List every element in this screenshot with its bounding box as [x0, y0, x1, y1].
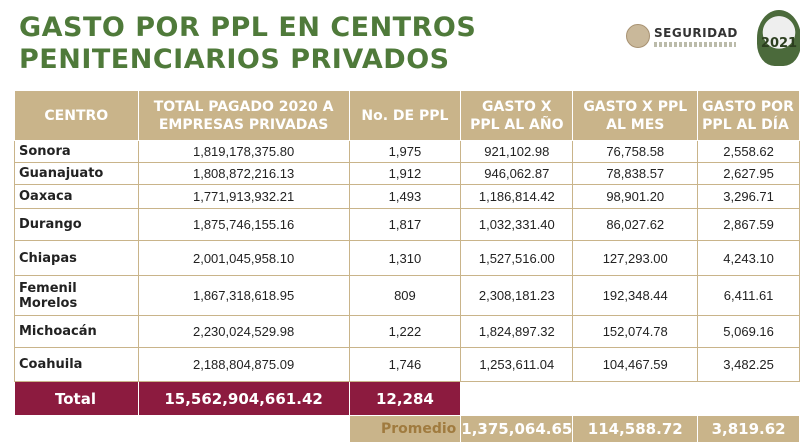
cell-ppl: 1,975 [348, 140, 462, 163]
cell-mes: 76,758.58 [572, 140, 699, 163]
cell-anio: 1,253,611.04 [460, 347, 574, 382]
cell-total: 2,001,045,958.10 [137, 240, 350, 276]
total-blank-cell [460, 381, 574, 416]
cell-mes: 98,901.20 [572, 184, 699, 209]
total-amount: 15,562,904,661.42 [137, 381, 350, 416]
cell-dia: 3,482.25 [697, 347, 800, 382]
cell-total: 1,808,872,216.13 [137, 162, 350, 185]
total-blank-cell [572, 381, 699, 416]
year-2021-logo: 2021 [757, 10, 800, 66]
cell-ppl: 809 [348, 275, 462, 316]
year-2021-text: 2021 [760, 35, 798, 51]
promedio-dia: 3,819.62 [697, 415, 800, 443]
cell-ppl: 1,912 [348, 162, 462, 185]
seguridad-logo-subtitle [654, 41, 736, 47]
cell-dia: 5,069.16 [697, 315, 800, 348]
cell-anio: 2,308,181.23 [460, 275, 574, 316]
promedio-row: Promedio 1,375,064.65 114,588.72 3,819.6… [14, 415, 800, 443]
header-no-ppl: No. DE PPL [348, 90, 462, 141]
header-gasto-anio: GASTO X PPL AL AÑO [460, 90, 574, 141]
cell-centro: Coahuila [14, 347, 139, 382]
expense-table: CENTRO TOTAL PAGADO 2020 A EMPRESAS PRIVA… [14, 90, 800, 443]
table-row: Femenil Morelos 1,867,318,618.95 809 2,30… [14, 275, 800, 316]
cell-ppl: 1,493 [348, 184, 462, 209]
cell-mes: 86,027.62 [572, 208, 699, 241]
cell-total: 1,875,746,155.16 [137, 208, 350, 241]
promedio-label: Promedio [348, 415, 462, 443]
cell-centro: Femenil Morelos [14, 275, 139, 316]
seguridad-logo: SEGURIDAD [626, 24, 738, 48]
table-header-row: CENTRO TOTAL PAGADO 2020 A EMPRESAS PRIVA… [14, 90, 800, 141]
cell-dia: 4,243.10 [697, 240, 800, 276]
page-title: GASTO POR PPL EN CENTROS PENITENCIARIOS … [19, 12, 476, 76]
cell-total: 2,230,024,529.98 [137, 315, 350, 348]
cell-anio: 946,062.87 [460, 162, 574, 185]
cell-anio: 1,527,516.00 [460, 240, 574, 276]
header-gasto-mes: GASTO X PPL AL MES [572, 90, 699, 141]
cell-total: 1,771,913,932.21 [137, 184, 350, 209]
cell-dia: 2,867.59 [697, 208, 800, 241]
cell-ppl: 1,817 [348, 208, 462, 241]
cell-centro: Sonora [14, 140, 139, 163]
table-row: Chiapas 2,001,045,958.10 1,310 1,527,516… [14, 240, 800, 276]
cell-anio: 1,186,814.42 [460, 184, 574, 209]
cell-mes: 152,074.78 [572, 315, 699, 348]
title-line-1: GASTO POR PPL EN CENTROS [19, 12, 477, 43]
table-row: Oaxaca 1,771,913,932.21 1,493 1,186,814.… [14, 184, 800, 209]
seguridad-logo-text: SEGURIDAD [654, 25, 738, 40]
cell-dia: 2,627.95 [697, 162, 800, 185]
header-centro: CENTRO [14, 90, 139, 141]
cell-total: 2,188,804,875.09 [137, 347, 350, 382]
table-row: Sonora 1,819,178,375.80 1,975 921,102.98… [14, 140, 800, 163]
cell-anio: 1,824,897.32 [460, 315, 574, 348]
total-label: Total [14, 381, 139, 416]
header-gasto-dia: GASTO POR PPL AL DÍA [697, 90, 800, 141]
promedio-mes: 114,588.72 [572, 415, 699, 443]
title-line-2: PENITENCIARIOS PRIVADOS [19, 44, 450, 75]
table-row: Michoacán 2,230,024,529.98 1,222 1,824,8… [14, 315, 800, 348]
cell-centro: Chiapas [14, 240, 139, 276]
cell-centro: Durango [14, 208, 139, 241]
total-row: Total 15,562,904,661.42 12,284 [14, 381, 800, 416]
table-row: Coahuila 2,188,804,875.09 1,746 1,253,61… [14, 347, 800, 382]
cell-centro: Guanajuato [14, 162, 139, 185]
cell-ppl: 1,222 [348, 315, 462, 348]
cell-total: 1,819,178,375.80 [137, 140, 350, 163]
header-total-pagado: TOTAL PAGADO 2020 A EMPRESAS PRIVADAS [137, 90, 350, 141]
cell-ppl: 1,746 [348, 347, 462, 382]
cell-mes: 192,348.44 [572, 275, 699, 316]
cell-mes: 104,467.59 [572, 347, 699, 382]
cell-dia: 3,296.71 [697, 184, 800, 209]
cell-ppl: 1,310 [348, 240, 462, 276]
cell-mes: 127,293.00 [572, 240, 699, 276]
promedio-anio: 1,375,064.65 [460, 415, 574, 443]
total-blank-cell [697, 381, 800, 416]
cell-centro: Michoacán [14, 315, 139, 348]
cell-anio: 1,032,331.40 [460, 208, 574, 241]
cell-centro: Oaxaca [14, 184, 139, 209]
cell-dia: 6,411.61 [697, 275, 800, 316]
cell-mes: 78,838.57 [572, 162, 699, 185]
table-row: Guanajuato 1,808,872,216.13 1,912 946,06… [14, 162, 800, 185]
cell-anio: 921,102.98 [460, 140, 574, 163]
seal-icon [626, 24, 650, 48]
table-row: Durango 1,875,746,155.16 1,817 1,032,331… [14, 208, 800, 241]
cell-dia: 2,558.62 [697, 140, 800, 163]
total-ppl: 12,284 [348, 381, 462, 416]
cell-total: 1,867,318,618.95 [137, 275, 350, 316]
